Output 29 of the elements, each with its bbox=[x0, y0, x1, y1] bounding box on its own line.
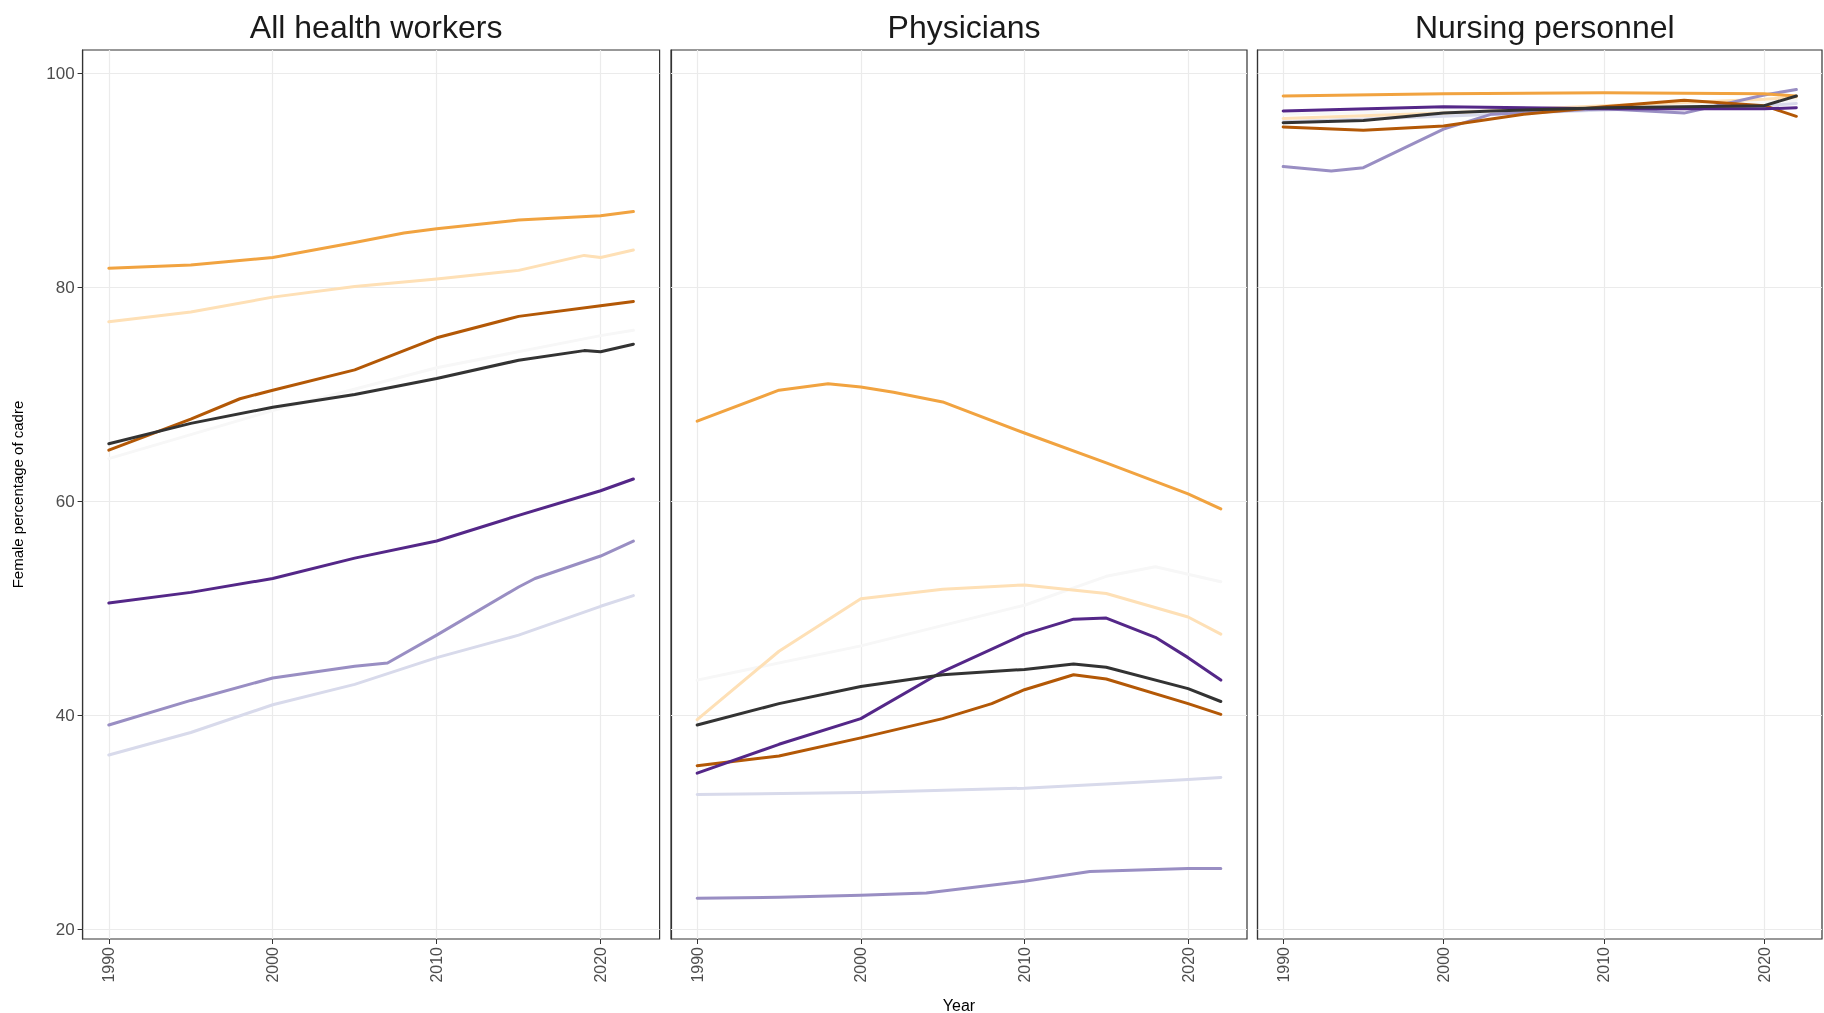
x-tick-label: 2010 bbox=[1015, 946, 1033, 983]
line-series bbox=[107, 248, 635, 324]
y-tick-label: 40 bbox=[55, 705, 75, 725]
x-tick-label: 2000 bbox=[852, 946, 870, 983]
line-series bbox=[107, 594, 635, 757]
x-tick-label: 2010 bbox=[428, 946, 446, 983]
x-tick-label: 2000 bbox=[1435, 946, 1453, 983]
x-tick-label: 1990 bbox=[100, 946, 118, 983]
chart-title: All health workers bbox=[249, 9, 503, 45]
x-tick-label: 1990 bbox=[688, 946, 706, 983]
line-series bbox=[107, 539, 635, 727]
chart-title: Nursing personnel bbox=[1414, 9, 1675, 45]
x-tick-label: 2020 bbox=[1755, 946, 1773, 983]
y-axis-title: Female percentage of cadre bbox=[8, 400, 26, 589]
line-series bbox=[107, 342, 635, 446]
x-axis-title: Year bbox=[942, 996, 976, 1013]
y-tick-label: 100 bbox=[46, 64, 75, 84]
line-series bbox=[107, 477, 635, 605]
line-series bbox=[107, 299, 635, 452]
x-tick-label: 2020 bbox=[1179, 946, 1197, 983]
chart-title: Physicians bbox=[887, 9, 1041, 45]
y-tick-label: 60 bbox=[55, 491, 75, 511]
x-tick-label: 2020 bbox=[592, 946, 610, 983]
x-tick-label: 1990 bbox=[1274, 946, 1292, 983]
line-series bbox=[107, 210, 635, 270]
y-tick-label: 80 bbox=[55, 277, 75, 297]
x-tick-label: 2010 bbox=[1595, 946, 1613, 983]
y-tick-label: 20 bbox=[55, 919, 75, 939]
x-tick-label: 2000 bbox=[264, 946, 282, 983]
